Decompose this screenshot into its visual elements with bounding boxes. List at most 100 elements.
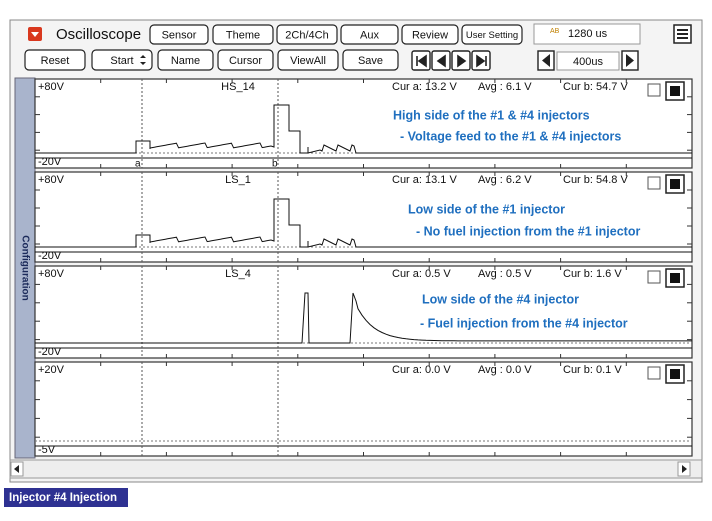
channel-name: LS_4 <box>225 268 251 280</box>
cursor-label: a <box>135 159 141 170</box>
spin-arrows <box>140 55 146 65</box>
button-frame <box>342 49 399 71</box>
waveform <box>35 292 692 344</box>
button-label: ViewAll <box>290 55 326 67</box>
timebase-box <box>556 51 620 71</box>
button-label: Name <box>171 55 200 67</box>
annotation: - Fuel injection from the #4 injector <box>420 316 628 330</box>
scale-top: +80V <box>38 81 65 93</box>
scrollbar[interactable] <box>9 459 703 479</box>
time-box <box>533 23 641 45</box>
scale-bottom: -20V <box>38 156 62 168</box>
cursor-a-value: Cur a: 0.0 V <box>392 364 451 376</box>
button[interactable]: User Setting <box>461 24 523 45</box>
scale-top: +20V <box>38 364 65 376</box>
app-title: Oscilloscope <box>56 26 141 43</box>
nav-icon <box>476 54 487 68</box>
button[interactable]: Save <box>342 49 399 71</box>
cursor-b-value: Cur b: 54.8 V <box>563 174 628 186</box>
button-frame <box>401 24 459 45</box>
annotation: - No fuel injection from the #1 injector <box>416 224 640 238</box>
cursor-b-value: Cur b: 54.7 V <box>563 81 628 93</box>
nav-icon <box>416 54 427 68</box>
cursor-a-value: Cur a: 0.5 V <box>392 268 451 280</box>
button-label: Cursor <box>229 55 262 67</box>
button-label: 2Ch/4Ch <box>285 29 328 41</box>
button[interactable]: Theme <box>212 24 274 45</box>
button-frame <box>340 24 399 45</box>
button[interactable]: Review <box>401 24 459 45</box>
annotation: High side of the #1 & #4 injectors <box>393 108 590 122</box>
button-label: Review <box>412 29 448 41</box>
scale-bottom: -20V <box>38 250 62 262</box>
button-label: Save <box>358 55 383 67</box>
channel-checkbox[interactable] <box>647 176 661 190</box>
app-icon-arrow <box>31 32 39 37</box>
channel-checkbox[interactable] <box>647 83 661 97</box>
average-value: Avg : 0.5 V <box>478 268 532 280</box>
timebase-value: 400us <box>573 56 603 68</box>
cursor-b-value: Cur b: 0.1 V <box>563 364 622 376</box>
sidebar-label: Configuration <box>19 235 30 301</box>
button-frame <box>157 49 214 71</box>
channel-name: LS_1 <box>225 174 251 186</box>
scroll-right-arrow <box>682 465 687 473</box>
scale-top: +80V <box>38 268 65 280</box>
channel-color-fill <box>670 86 680 96</box>
cursor-b-value: Cur b: 1.6 V <box>563 268 622 280</box>
button[interactable]: Cursor <box>217 49 274 71</box>
channel-panel <box>34 361 693 457</box>
scale-top: +80V <box>38 174 65 186</box>
channel-color-fill <box>670 273 680 283</box>
button-frame <box>24 49 86 71</box>
cursor-a-value: Cur a: 13.1 V <box>392 174 457 186</box>
button-frame <box>217 49 274 71</box>
waveform <box>35 104 692 154</box>
average-value: Avg : 6.1 V <box>478 81 532 93</box>
timebase-next-icon <box>626 54 634 67</box>
average-value: Avg : 0.0 V <box>478 364 532 376</box>
button[interactable]: Start <box>91 49 153 71</box>
button-frame <box>277 49 339 71</box>
button-frame <box>276 24 338 45</box>
caption-box <box>4 488 128 507</box>
waveform <box>35 198 692 248</box>
time-value: 1280 us <box>568 28 608 40</box>
annotation: Low side of the #1 injector <box>408 202 565 216</box>
button-label: Sensor <box>162 29 197 41</box>
button[interactable]: Aux <box>340 24 399 45</box>
annotation: Low side of the #4 injector <box>422 292 579 306</box>
cursor-label: b <box>272 159 278 170</box>
button-label: Aux <box>360 29 379 41</box>
button-label: Start <box>110 55 133 67</box>
button-label: Reset <box>41 55 70 67</box>
annotation: - Voltage feed to the #1 & #4 injectors <box>400 129 621 143</box>
button[interactable]: Name <box>157 49 214 71</box>
button-label: User Setting <box>466 30 518 41</box>
button-frame <box>461 24 523 45</box>
channel-name: HS_14 <box>221 81 255 93</box>
timebase-prev-icon <box>542 54 550 67</box>
channel-checkbox[interactable] <box>647 366 661 380</box>
button[interactable]: 2Ch/4Ch <box>276 24 338 45</box>
time-icon: AB <box>550 28 560 35</box>
scroll-left-arrow <box>14 465 19 473</box>
button-frame <box>149 24 209 45</box>
average-value: Avg : 6.2 V <box>478 174 532 186</box>
button[interactable]: Reset <box>24 49 86 71</box>
button[interactable]: ViewAll <box>277 49 339 71</box>
scale-bottom: -5V <box>38 444 56 456</box>
channel-checkbox[interactable] <box>647 270 661 284</box>
nav-icon <box>436 54 446 68</box>
button[interactable]: Sensor <box>149 24 209 45</box>
scale-bottom: -20V <box>38 346 62 358</box>
button-frame <box>91 49 153 71</box>
button-frame <box>212 24 274 45</box>
menu-icon <box>677 29 688 39</box>
button-label: Theme <box>226 29 260 41</box>
channel-color-fill <box>670 369 680 379</box>
channel-color-fill <box>670 179 680 189</box>
caption: Injector #4 Injection <box>9 492 117 504</box>
cursor-a-value: Cur a: 13.2 V <box>392 81 457 93</box>
